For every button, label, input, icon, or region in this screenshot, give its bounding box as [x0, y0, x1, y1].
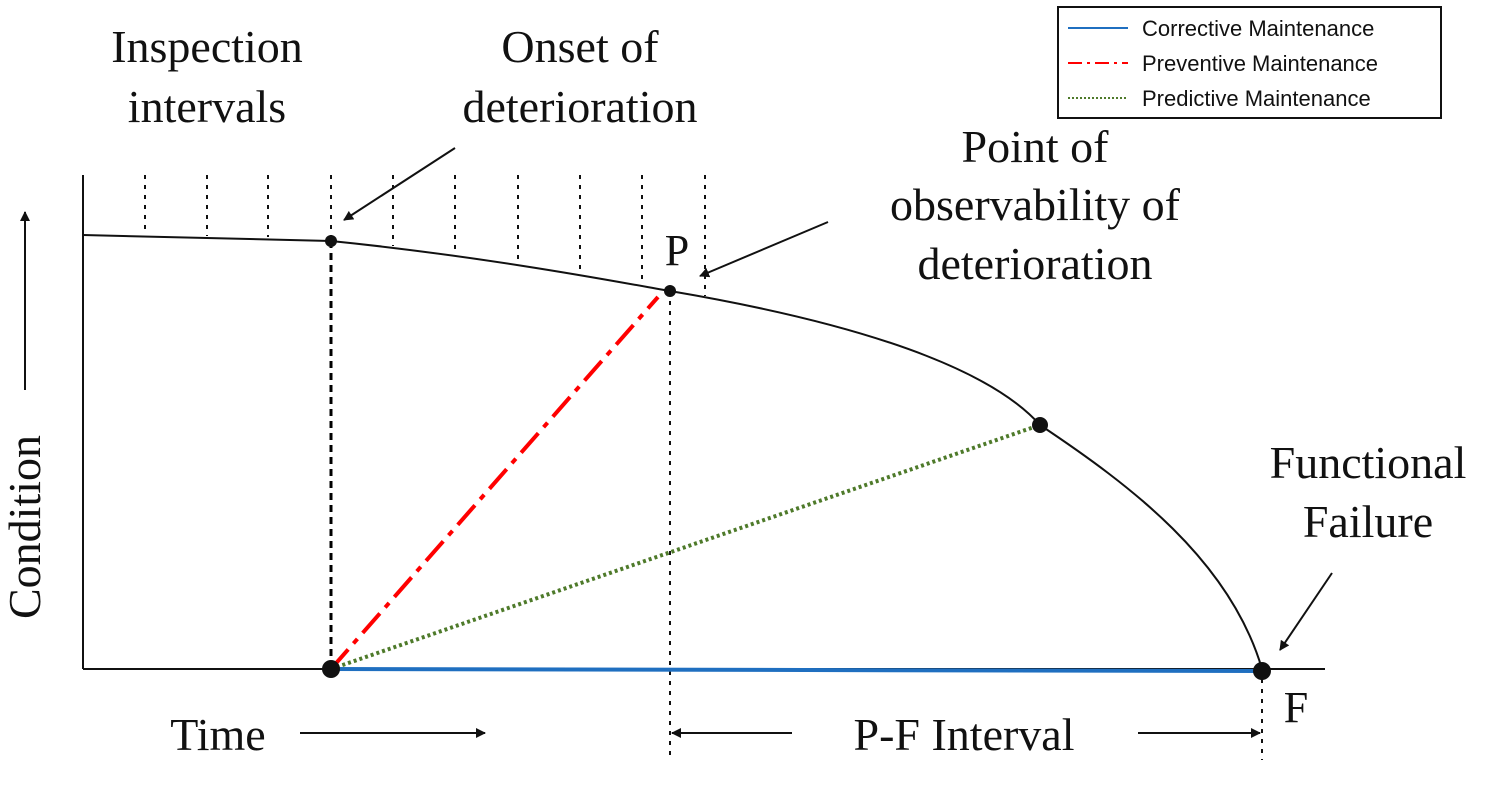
observability-label-line1: Point of [962, 121, 1110, 172]
corrective-maintenance-line [330, 667, 1263, 673]
start-point [322, 660, 340, 678]
inspection-intervals-label: Inspection intervals [111, 21, 303, 132]
condition-curve [82, 234, 1263, 670]
observability-label-line3: deterioration [917, 238, 1152, 289]
legend-box [1057, 6, 1442, 119]
onset-label-line1: Onset of [501, 21, 659, 72]
functional-failure-line2: Failure [1303, 496, 1433, 547]
onset-point [325, 235, 337, 247]
inspection-label-line1: Inspection [111, 21, 303, 72]
observability-arrow [699, 221, 829, 278]
point-f-label: F [1284, 683, 1308, 732]
legend-label-corrective: Corrective Maintenance [1142, 16, 1374, 41]
onset-label: Onset of deterioration [462, 21, 697, 132]
point-p-label: P [665, 226, 689, 275]
legend: Corrective Maintenance Preventive Mainte… [1057, 6, 1442, 119]
observability-label: Point of observability of deterioration [890, 121, 1181, 289]
functional-failure-label: Functional Failure [1270, 437, 1467, 547]
f-point [1253, 662, 1271, 680]
p-point [664, 285, 676, 297]
condition-axis-label: Condition [0, 435, 50, 619]
predictive-point [1032, 417, 1048, 433]
functional-failure-line1: Functional [1270, 437, 1467, 488]
time-axis-label: Time [170, 709, 265, 760]
predictive-maintenance-line [330, 423, 1041, 671]
observability-label-line2: observability of [890, 179, 1181, 230]
pf-interval-label: P-F Interval [853, 709, 1074, 760]
annotation-arrows [20, 147, 1333, 738]
failure-arrow [1279, 572, 1333, 651]
onset-arrow [343, 147, 456, 221]
onset-label-line2: deterioration [462, 81, 697, 132]
inspection-label-line2: intervals [128, 81, 286, 132]
legend-label-preventive: Preventive Maintenance [1142, 51, 1378, 76]
legend-label-predictive: Predictive Maintenance [1142, 86, 1371, 111]
inspection-interval-ticks [144, 175, 706, 296]
preventive-maintenance-line [329, 295, 660, 671]
